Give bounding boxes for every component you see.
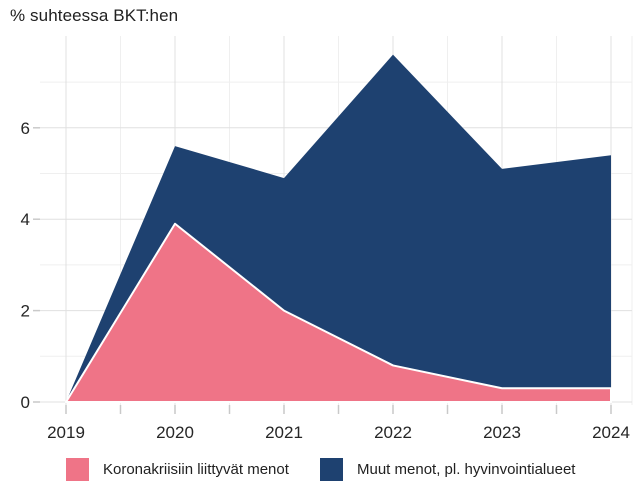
area-koronakriisi: [65, 222, 612, 403]
x-axis-labels: 2019 2020 2021 2022 2023 2024: [47, 423, 630, 442]
y-axis-label: 4: [21, 210, 30, 229]
legend-item-muut-menot: Muut menot, pl. hyvinvointialueet: [320, 458, 575, 481]
legend-label-koronakriisi: Koronakriisiin liittyvät menot: [103, 461, 289, 478]
y-axis-label: 0: [21, 393, 30, 412]
x-axis-label: 2019: [47, 423, 85, 442]
axis-ticks: [33, 127, 612, 414]
legend-swatch-koronakriisi-icon: [66, 458, 89, 481]
x-axis-label: 2020: [156, 423, 194, 442]
x-axis-label: 2022: [374, 423, 412, 442]
x-axis-label: 2024: [592, 423, 630, 442]
legend-item-koronakriisi: Koronakriisiin liittyvät menot: [66, 458, 289, 481]
legend-swatch-muut-menot-icon: [320, 458, 343, 481]
x-axis-label: 2023: [483, 423, 521, 442]
y-axis-label: 6: [21, 119, 30, 138]
stacked-area-chart: 2019 2020 2021 2022 2023 2024 0 2 4 6: [21, 36, 633, 442]
legend-label-muut-menot: Muut menot, pl. hyvinvointialueet: [357, 461, 576, 478]
y-axis-label: 2: [21, 302, 30, 321]
x-axis-label: 2021: [265, 423, 303, 442]
legend: Koronakriisiin liittyvät menot Muut meno…: [0, 458, 635, 482]
y-axis-labels: 0 2 4 6: [21, 119, 30, 412]
chart-title: % suhteessa BKT:hen: [10, 6, 179, 25]
